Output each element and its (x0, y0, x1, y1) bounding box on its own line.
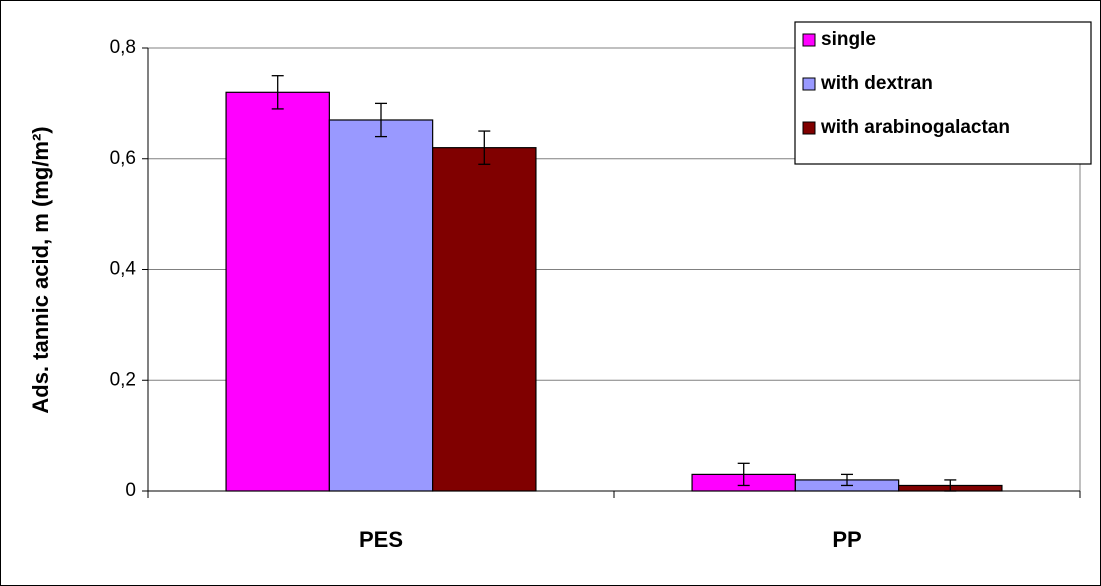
legend-swatch (802, 33, 816, 47)
error-bar (944, 479, 957, 492)
error-bar (841, 473, 853, 487)
y-tick-label: 0 (125, 480, 136, 501)
y-tick-label: 0,2 (110, 369, 136, 390)
y-axis-label: Ads. tannic acid, m (mg/m²) (28, 126, 53, 413)
x-tick-label: PP (832, 527, 861, 552)
error-bar (478, 130, 491, 165)
legend-swatch (802, 121, 816, 135)
x-tick-label: PES (359, 527, 403, 552)
error-bar (375, 102, 387, 138)
legend-swatch (802, 77, 816, 91)
bar (225, 91, 330, 492)
legend-label: with dextran (820, 73, 933, 94)
legend-label: single (821, 29, 876, 50)
y-tick-label: 0,8 (110, 37, 136, 58)
legend-label: with arabinogalactan (820, 117, 1010, 138)
error-bar (271, 75, 284, 110)
y-tick-label: 0,6 (110, 148, 136, 169)
legend (794, 21, 1092, 165)
bar (328, 119, 434, 492)
error-bar (737, 462, 750, 487)
bar (432, 147, 537, 492)
y-tick-label: 0,4 (110, 259, 137, 280)
